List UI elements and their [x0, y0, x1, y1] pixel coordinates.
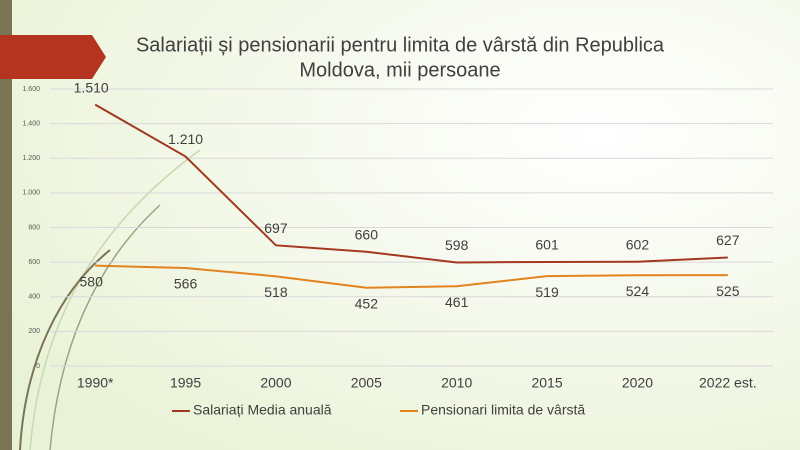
data-label: 452 — [355, 295, 379, 311]
data-label: 566 — [174, 276, 198, 292]
y-tick-label: 200 — [28, 328, 40, 335]
x-tick-label: 2005 — [351, 375, 382, 391]
data-label: 518 — [264, 284, 288, 300]
decor-curve — [19, 249, 111, 450]
data-label: 602 — [626, 236, 650, 252]
series-line — [95, 264, 728, 289]
data-label: 697 — [264, 220, 288, 236]
data-label: 660 — [355, 226, 379, 242]
data-label: 598 — [445, 237, 469, 253]
x-tick-label: 2000 — [260, 375, 291, 391]
y-tick-label: 1.400 — [22, 120, 40, 127]
legend-label: Salariați Media anuală — [193, 402, 332, 418]
x-tick-label: 1995 — [170, 375, 201, 391]
decor-curve — [29, 149, 201, 450]
series-line — [94, 103, 728, 264]
y-tick-label: 800 — [28, 224, 40, 231]
data-label: 519 — [535, 284, 559, 300]
data-label: 601 — [535, 237, 559, 253]
data-label: 525 — [716, 283, 740, 299]
y-tick-label: 1.000 — [22, 190, 40, 197]
x-tick-label: 1990* — [77, 375, 114, 391]
chart-title: Moldova, mii persoane — [299, 59, 500, 81]
x-tick-label: 2022 est. — [699, 375, 757, 391]
chart-title: Salariații și pensionarii pentru limita … — [136, 34, 665, 56]
x-tick-label: 2015 — [531, 375, 562, 391]
y-tick-label: 1.600 — [22, 86, 40, 93]
data-label: 1.510 — [74, 79, 109, 95]
legend-label: Pensionari limita de vârstă — [421, 402, 585, 418]
data-label: 580 — [80, 273, 104, 289]
x-tick-label: 2020 — [622, 375, 653, 391]
y-tick-label: 600 — [28, 259, 40, 266]
data-label: 524 — [626, 283, 650, 299]
plot-area: 0 200 400 600 800 1.000 1.200 1.400 1.600 1990* 19… — [22, 79, 773, 418]
y-tick-label: 1.200 — [22, 155, 40, 162]
data-label: 627 — [716, 232, 740, 248]
x-tick-label: 2010 — [441, 375, 472, 391]
data-label: 1.210 — [168, 131, 203, 147]
side-strip — [0, 0, 12, 450]
y-tick-label: 400 — [28, 294, 40, 301]
data-label: 461 — [445, 294, 469, 310]
title-banner — [0, 35, 106, 79]
y-tick-label: 0 — [36, 363, 40, 370]
